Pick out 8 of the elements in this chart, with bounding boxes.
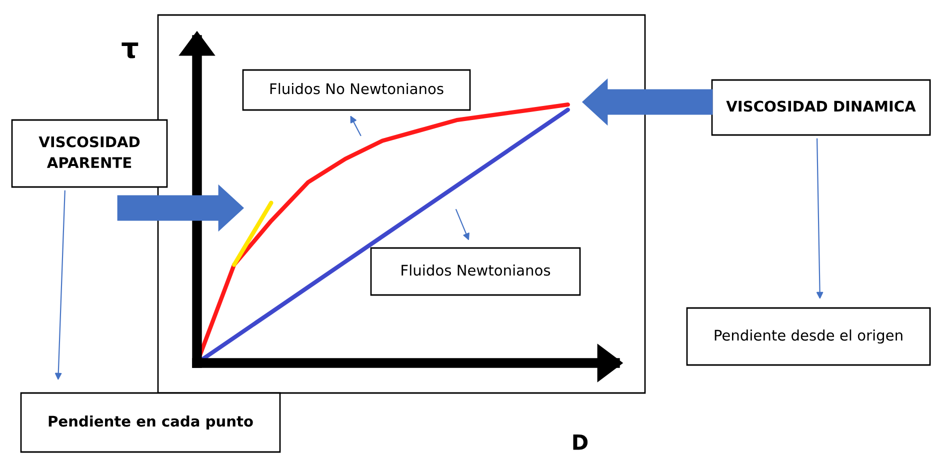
text: Pendiente en cada punto xyxy=(48,415,253,430)
text: Pendiente desde el origen xyxy=(714,329,902,344)
annotation: Fluidos Newtonianos xyxy=(402,264,550,276)
x-axis-title: D xyxy=(573,434,588,450)
text: VISCOSIDAD APARENTE xyxy=(38,136,140,168)
y-axis-title: τ xyxy=(122,42,138,58)
text: Fluidos No Newtonianos xyxy=(270,82,444,94)
text: VISCOSIDAD DINAMICA xyxy=(726,100,916,112)
